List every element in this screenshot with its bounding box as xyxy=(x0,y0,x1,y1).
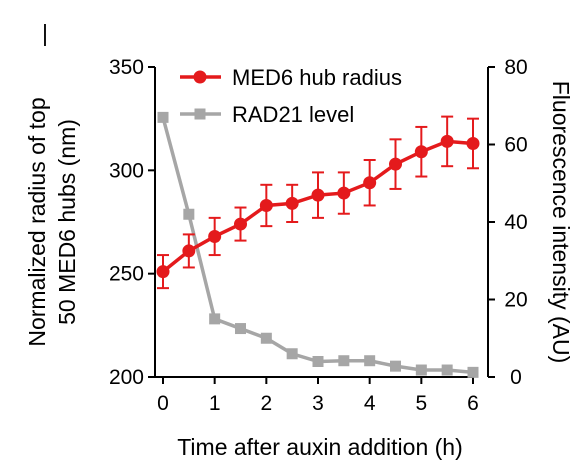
x-tick-label: 0 xyxy=(157,392,169,415)
left-y-tick-label: 200 xyxy=(109,366,144,389)
legend-label: MED6 hub radius xyxy=(232,65,402,90)
data-point xyxy=(414,145,428,159)
data-point xyxy=(337,186,351,200)
data-point xyxy=(363,176,377,190)
right-y-tick-label: 40 xyxy=(504,211,527,234)
data-point xyxy=(209,313,221,325)
series-rad21-level xyxy=(157,111,479,378)
x-axis-title: Time after auxin addition (h) xyxy=(177,434,463,460)
left-axis-title: Normalized radius of top 50 MED6 hubs (n… xyxy=(24,97,80,346)
x-tick-label: 3 xyxy=(312,392,324,415)
right-y-tick-label: 60 xyxy=(504,134,527,157)
right-axis-title: Fluorescence intensity (AU) xyxy=(548,81,574,364)
data-point xyxy=(441,364,453,376)
x-tick-label: 1 xyxy=(209,392,221,415)
x-tick-label: 4 xyxy=(364,392,376,415)
series-layer xyxy=(156,111,480,378)
legend-marker xyxy=(194,108,206,120)
data-point xyxy=(311,188,325,202)
data-point xyxy=(440,134,454,148)
x-tick-label: 5 xyxy=(415,392,427,415)
x-tick-label: 2 xyxy=(260,392,272,415)
data-point xyxy=(285,196,299,210)
x-tick-label: 6 xyxy=(467,392,479,415)
data-point xyxy=(182,244,196,258)
data-point xyxy=(235,323,246,335)
data-point xyxy=(390,360,401,372)
data-point xyxy=(208,229,222,243)
legend-item: RAD21 level xyxy=(180,102,354,127)
series-med6-hub-radius xyxy=(156,115,480,290)
data-point xyxy=(312,356,324,367)
data-point xyxy=(466,136,480,150)
left-axis-title-line-2: 50 MED6 hubs (nm) xyxy=(54,119,80,325)
data-point xyxy=(415,364,427,376)
data-point xyxy=(234,217,247,231)
legend-label: RAD21 level xyxy=(232,102,354,127)
axes: 0 1 2 3 4 5 6 200 250 300 350 0 20 40 60 80 xyxy=(109,56,528,415)
data-point xyxy=(338,355,350,367)
left-y-tick-label: 350 xyxy=(109,56,144,79)
data-point xyxy=(183,208,195,220)
data-point xyxy=(364,355,376,367)
left-y-tick-label: 250 xyxy=(109,263,144,286)
data-point xyxy=(467,366,479,378)
data-point xyxy=(156,265,170,279)
legend-item: MED6 hub radius xyxy=(180,65,402,90)
data-point xyxy=(260,332,272,344)
right-y-tick-label: 80 xyxy=(504,56,527,79)
data-point xyxy=(259,198,273,212)
right-y-tick-label: 0 xyxy=(510,366,522,389)
corner-mark: | xyxy=(42,20,48,46)
right-y-tick-label: 20 xyxy=(504,289,527,312)
left-axis-title-line-1: Normalized radius of top xyxy=(24,97,50,346)
legend: MED6 hub radius RAD21 level xyxy=(180,65,402,127)
data-point xyxy=(286,348,298,360)
data-point xyxy=(157,111,169,123)
legend-marker xyxy=(193,70,207,84)
left-y-tick-label: 300 xyxy=(109,159,144,182)
data-point xyxy=(389,157,402,171)
